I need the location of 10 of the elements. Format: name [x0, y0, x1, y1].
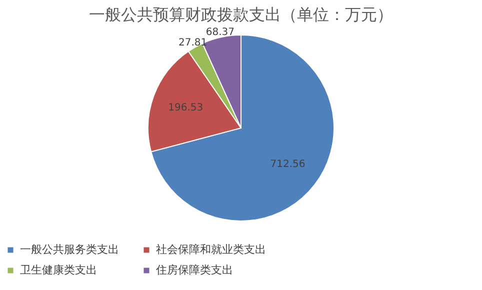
legend-label: 社会保障和就业类支出 [156, 242, 266, 256]
legend-label: 住房保障类支出 [156, 264, 233, 276]
pie-slice [150, 34, 334, 222]
chart-title: 一般公共预算财政拨款支出（单位：万元） [89, 5, 393, 24]
legend-label: 卫生健康类支出 [20, 264, 97, 276]
legend-label: 一般公共服务类支出 [20, 242, 119, 256]
data-label: 196.53 [168, 102, 204, 114]
data-label: 712.56 [270, 159, 306, 170]
data-label: 27.81 [178, 38, 208, 49]
data-label: 68.37 [206, 27, 235, 38]
